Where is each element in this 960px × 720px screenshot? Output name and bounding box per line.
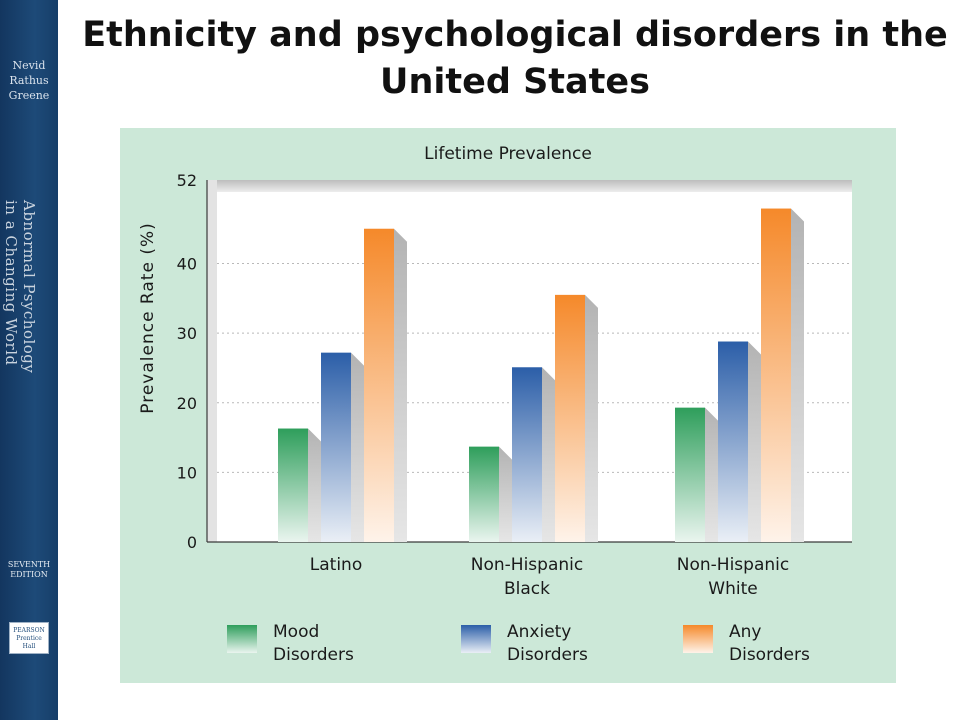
- x-category-label: Non-Hispanic White: [677, 555, 789, 599]
- publisher-logo-line: Prentice: [16, 635, 42, 642]
- bar-shadow: [499, 446, 512, 542]
- spine-edition: SEVENTH EDITION: [0, 560, 58, 580]
- legend-label: Any Disorders: [729, 622, 810, 665]
- bar-shadow: [394, 228, 407, 542]
- bar-shadow: [748, 341, 761, 542]
- bar: [675, 407, 705, 542]
- bar: [364, 228, 394, 542]
- spine-author: Greene: [8, 89, 50, 102]
- plot-left-bevel: [207, 180, 217, 542]
- publisher-logo-line: PEARSON: [13, 627, 45, 634]
- y-tick-label: 10: [177, 463, 197, 482]
- bar-shadow: [351, 352, 364, 542]
- x-category-label: Non-Hispanic Black: [471, 555, 583, 599]
- bar: [761, 208, 791, 543]
- bar-shadow: [542, 367, 555, 542]
- y-tick-label: 40: [177, 255, 197, 274]
- legend-swatch: [227, 625, 257, 653]
- bar-shadow: [791, 208, 804, 543]
- bar: [555, 294, 585, 542]
- bar: [469, 446, 499, 542]
- bar: [278, 428, 308, 542]
- plot-top-bevel: [207, 180, 852, 192]
- publisher-logo: PEARSON Prentice Hall: [9, 622, 49, 654]
- bar: [512, 367, 542, 542]
- y-tick-label: 20: [177, 394, 197, 413]
- bar: [321, 352, 351, 542]
- spine-edition-line: SEVENTH: [7, 560, 51, 569]
- x-category-label: Latino: [310, 555, 362, 575]
- slide-title: Ethnicity and psychological disorders in…: [82, 15, 948, 102]
- bar-shadow: [308, 428, 321, 542]
- legend-swatch: [461, 625, 491, 653]
- y-tick-label: 52: [177, 171, 197, 190]
- y-tick-label: 30: [177, 324, 197, 343]
- legend-label: Anxiety Disorders: [507, 622, 588, 665]
- y-tick-label: 0: [187, 533, 197, 552]
- legend-label: Mood Disorders: [273, 622, 354, 665]
- bar-shadow: [585, 294, 598, 542]
- spine-authors: Nevid Rathus Greene: [0, 58, 58, 103]
- publisher-logo-line: Hall: [22, 643, 36, 650]
- legend-swatch: [683, 625, 713, 653]
- book-spine-sidebar: Nevid Rathus Greene Abnormal Psychology …: [0, 0, 58, 720]
- spine-edition-line: EDITION: [10, 570, 48, 579]
- bar-shadow: [705, 407, 718, 542]
- chart-title: Lifetime Prevalence: [424, 144, 592, 164]
- spine-author: Rathus: [9, 74, 49, 87]
- spine-author: Nevid: [12, 59, 46, 72]
- bar: [718, 341, 748, 542]
